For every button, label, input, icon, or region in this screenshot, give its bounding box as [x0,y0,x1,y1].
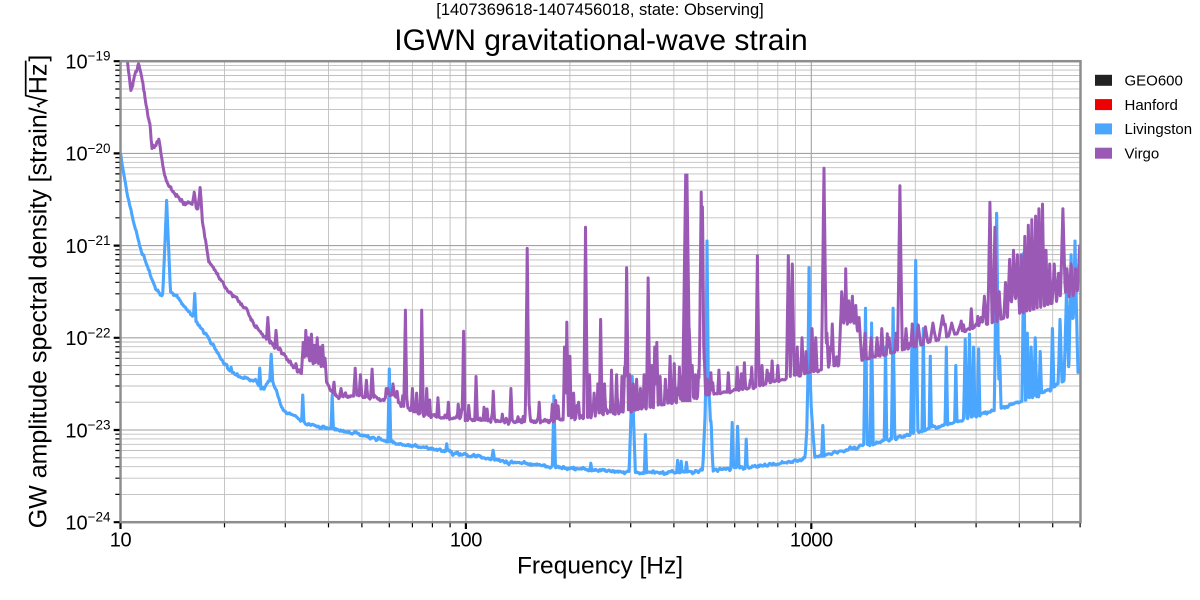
svg-text:Hanford: Hanford [1125,97,1178,114]
svg-text:Virgo: Virgo [1125,146,1160,163]
svg-text:100: 100 [450,530,482,552]
svg-text:Frequency [Hz]: Frequency [Hz] [517,553,683,580]
svg-text:Livingston: Livingston [1125,121,1193,138]
svg-text:]: ] [25,55,53,62]
svg-text:GEO600: GEO600 [1125,73,1183,90]
svg-text:10: 10 [110,530,132,552]
svg-text:IGWN gravitational-wave strain: IGWN gravitational-wave strain [394,24,807,57]
svg-text:GW amplitude spectral density: GW amplitude spectral density [strain/ [25,107,53,528]
svg-text:[1407369618-1407456018, state:: [1407369618-1407456018, state: Observing… [436,1,764,19]
svg-text:Hz: Hz [25,64,53,95]
svg-text:1000: 1000 [790,530,833,552]
